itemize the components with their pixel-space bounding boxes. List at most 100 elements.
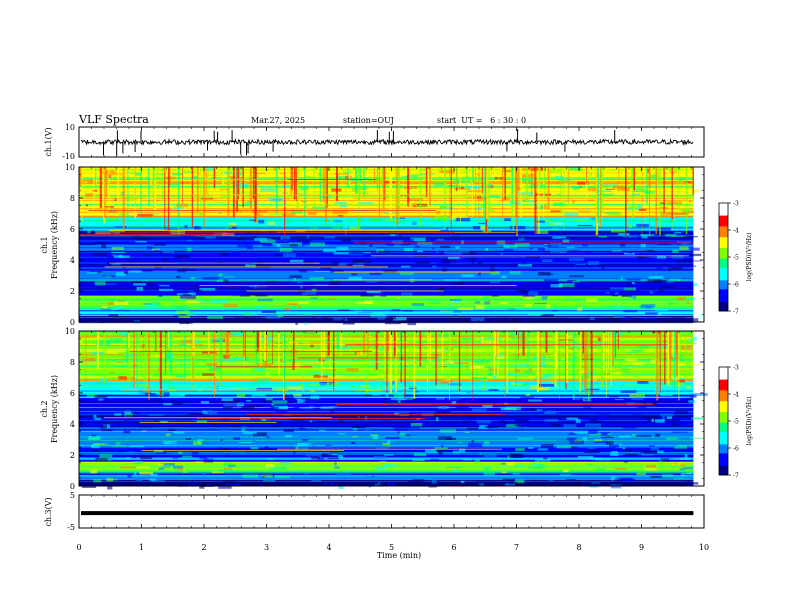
spectrogram-patch xyxy=(111,385,120,389)
spectrogram-patch xyxy=(159,288,174,291)
spectrogram-patch xyxy=(431,479,437,484)
colorbar-segment xyxy=(719,370,728,373)
spectrogram-line xyxy=(79,228,694,230)
spectrogram-patch xyxy=(501,275,507,279)
spectrogram-patch xyxy=(662,416,665,421)
spectrogram-patch xyxy=(522,426,527,429)
spectrogram-patch xyxy=(387,242,394,247)
spectrogram-patch xyxy=(304,205,308,210)
spectrogram-patch xyxy=(282,467,287,470)
sferic-streak xyxy=(590,331,593,395)
spectrogram-patch xyxy=(519,443,524,445)
colorbar-segment xyxy=(719,246,728,249)
sferic-streak xyxy=(685,331,687,377)
spectrogram-patch xyxy=(617,452,623,456)
spectrogram-patch xyxy=(232,399,240,402)
spectrogram-line xyxy=(79,252,694,254)
spectrogram-carrier xyxy=(333,271,500,273)
spectrogram-patch xyxy=(530,416,535,419)
spectrogram-patch xyxy=(515,399,523,402)
colorbar-segment xyxy=(719,291,728,294)
spectrogram-patch xyxy=(514,479,525,484)
spectrogram-patch xyxy=(610,476,616,481)
spectrogram-patch xyxy=(110,332,115,336)
spectrogram-patch xyxy=(108,210,117,214)
spectrogram-line xyxy=(79,183,694,185)
spectrogram-patch xyxy=(88,437,100,440)
spectrogram-carrier xyxy=(230,179,377,180)
spectrogram-patch xyxy=(140,455,153,460)
spectrogram-line xyxy=(79,198,694,200)
spectrogram-patch xyxy=(179,235,195,239)
spectrogram-patch xyxy=(384,178,390,181)
spectrogram-patch xyxy=(367,422,375,425)
spectrogram-patch xyxy=(667,302,676,305)
spectrogram-patch xyxy=(569,258,585,261)
spectrogram-patch xyxy=(504,218,511,222)
spectrogram-patch xyxy=(243,331,254,334)
spectrogram-patch xyxy=(589,433,602,436)
spectrogram-patch xyxy=(118,300,125,302)
spectrogram-patch xyxy=(283,429,295,432)
sferic-streak xyxy=(516,167,518,237)
spectrogram-line xyxy=(79,385,694,387)
spectrogram-patch xyxy=(489,267,495,272)
spectrogram-patch xyxy=(641,453,652,456)
sferic-streak xyxy=(585,167,588,201)
spectrogram-patch xyxy=(567,280,577,283)
spectrogram-patch xyxy=(85,193,94,197)
spectrogram-patch xyxy=(480,204,484,207)
spectrogram-patch xyxy=(555,363,567,367)
spectrogram-patch xyxy=(520,396,534,399)
colorbar-segment xyxy=(719,431,728,434)
spectrogram-patch xyxy=(579,392,592,395)
spectrogram-patch xyxy=(86,208,90,210)
spectrogram-patch xyxy=(255,213,260,217)
sferic-streak xyxy=(510,167,513,214)
spectrogram-patch xyxy=(445,227,448,230)
spectrogram-patch xyxy=(93,414,97,418)
colorbar-segment xyxy=(719,460,728,463)
sferic-streak xyxy=(278,331,280,375)
spectrogram-patch xyxy=(199,484,205,489)
sferic-streak xyxy=(336,331,339,350)
spectrogram-patch xyxy=(594,468,606,473)
spectrogram-carrier xyxy=(164,377,346,379)
spectrogram-patch xyxy=(356,351,366,356)
colorbar-segment xyxy=(719,442,728,445)
spectrogram-patch xyxy=(619,276,627,279)
spectrogram-patch xyxy=(505,483,516,486)
colorbar-segment xyxy=(719,451,728,454)
spectrogram-band xyxy=(79,479,694,486)
spectrogram-patch xyxy=(178,451,183,454)
ch3-waveform-panel: 5 -5 ch.3(V) xyxy=(44,491,705,532)
spectrogram-patch xyxy=(378,348,384,351)
spectrogram-patch xyxy=(502,197,510,200)
spectrogram-patch xyxy=(158,463,164,466)
spectrogram-patch xyxy=(184,225,188,229)
spectrogram-patch xyxy=(545,304,551,309)
spectrogram-line xyxy=(79,288,694,290)
spectrogram-patch xyxy=(621,295,631,297)
spectrogram-patch xyxy=(299,268,307,273)
spectrogram-patch xyxy=(242,311,251,315)
spectrogram-patch xyxy=(246,313,257,315)
spectrogram-patch xyxy=(437,379,440,383)
spectrogram-patch xyxy=(674,477,690,480)
spectrogram-patch xyxy=(308,383,319,387)
spectrogram-patch xyxy=(234,183,249,187)
sferic-streak xyxy=(400,331,402,383)
spectrogram-patch xyxy=(623,461,629,463)
colorbar-segment xyxy=(719,224,728,227)
spectrogram-patch xyxy=(279,172,284,175)
spectrogram-patch xyxy=(138,425,154,428)
spectrogram-patch xyxy=(342,224,357,229)
frequency-tick-label: 8 xyxy=(70,194,75,203)
spectrogram-patch xyxy=(135,384,150,387)
spectrogram-patch xyxy=(305,347,310,350)
spectrogram-patch xyxy=(687,400,694,403)
spectrogram-patch xyxy=(246,400,251,402)
spectrogram-patch xyxy=(506,424,521,428)
spectrogram-patch xyxy=(152,168,167,170)
spectrogram-patch xyxy=(569,440,584,445)
